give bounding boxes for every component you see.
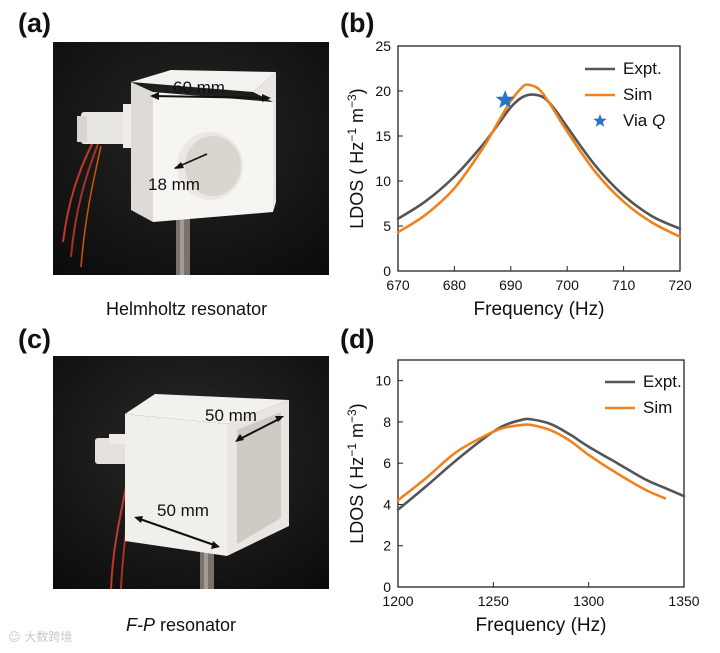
x-tick-label: 680 [443,277,467,293]
panel-label-b: (b) [340,8,375,38]
series-line-sim [396,83,682,239]
x-tick-label: 720 [668,277,692,293]
y-axis-label: LDOS ( Hz−1 m−3) [345,88,367,228]
chart-b: 670 680 690 700 710 720 0 5 10 15 20 25 Frequency (H… [345,38,692,320]
plot-frame [397,45,681,272]
legend-label: Via Q [623,111,665,130]
dimension-hole-label: 18 mm [148,175,200,194]
caption-fp-rest: resonator [155,615,237,635]
fp-resonator-illustration [53,356,329,589]
dimension-width-label: 60 mm [173,78,225,97]
x-tick-label: 1300 [573,593,604,609]
series-line-expt [396,417,686,511]
caption-fp-italic: F-P [126,615,155,635]
series-line-expt [396,93,682,230]
y-label-superscript: −1 [345,128,359,142]
legend-label-text: Expt. [643,372,682,391]
y-tick-label: 25 [375,38,391,54]
chart-d: 1200 1250 1300 1350 0 2 4 6 8 10 Frequency (Hz) LDO… [345,359,700,636]
y-label-superscript: −3 [345,94,359,108]
dimension-depth-label: 50 mm [205,406,257,425]
y-tick-label: 5 [383,218,391,234]
y-tick-label: 8 [383,414,391,430]
legend-label-italic: Q [652,111,665,130]
y-tick-label: 0 [383,579,391,595]
y-tick-label: 0 [383,263,391,279]
x-tick-label: 700 [556,277,580,293]
x-tick-label: 670 [386,277,410,293]
watermark-text: 大数跨境 [24,630,73,644]
caption-helmholtz: Helmholtz resonator [106,299,268,319]
legend-label-text: Sim [623,85,652,104]
y-label-superscript: −3 [345,409,359,423]
legend-label-text: Expt. [623,59,662,78]
helmholtz-resonator-illustration [53,42,329,275]
legend-star-marker [593,114,607,127]
series-line-sim [396,423,667,502]
y-tick-label: 15 [375,128,391,144]
legend-label: Sim [623,85,652,104]
x-axis-label: Frequency (Hz) [474,299,605,320]
y-axis-label: LDOS ( Hz−1 m−3) [345,403,367,543]
y-tick-label: 10 [375,173,391,189]
legend-label-text: Via [623,111,652,130]
legend-label: Expt. [643,372,682,391]
x-tick-label: 1250 [478,593,509,609]
legend-label: Sim [643,398,672,417]
y-label-superscript: −1 [345,443,359,457]
y-label-part: ) [347,88,367,94]
y-label-part: ) [347,403,367,409]
y-tick-label: 2 [383,538,391,554]
x-axis-label: Frequency (Hz) [476,615,607,636]
panel-label-c: (c) [18,324,51,354]
y-tick-label: 10 [375,373,391,389]
y-tick-label: 20 [375,83,391,99]
plot-frame [397,359,685,588]
fp-resonator-photo: 50 mm 50 mm [53,356,329,589]
y-tick-label: 4 [383,496,391,512]
watermark-icon: ☺ [8,630,25,644]
y-label-part: LDOS ( Hz [347,142,367,229]
caption-fp: F-P resonator [126,615,236,636]
data-point-star [495,90,515,109]
y-label-part: m [347,423,367,443]
legend-label-text: Sim [643,398,672,417]
panel-label-a: (a) [18,8,51,38]
helmholtz-resonator-photo: 60 mm 18 mm [53,42,329,275]
panel-label-d: (d) [340,324,375,354]
legend-label: Expt. [623,59,662,78]
x-tick-label: 710 [612,277,636,293]
y-label-part: LDOS ( Hz [347,457,367,544]
watermark: ☺ 大数跨境 [8,628,72,645]
x-tick-label: 690 [499,277,523,293]
y-tick-label: 6 [383,455,391,471]
x-tick-label: 1200 [382,593,413,609]
y-label-part: m [347,108,367,128]
x-tick-label: 1350 [668,593,699,609]
dimension-width-label-c: 50 mm [157,501,209,520]
